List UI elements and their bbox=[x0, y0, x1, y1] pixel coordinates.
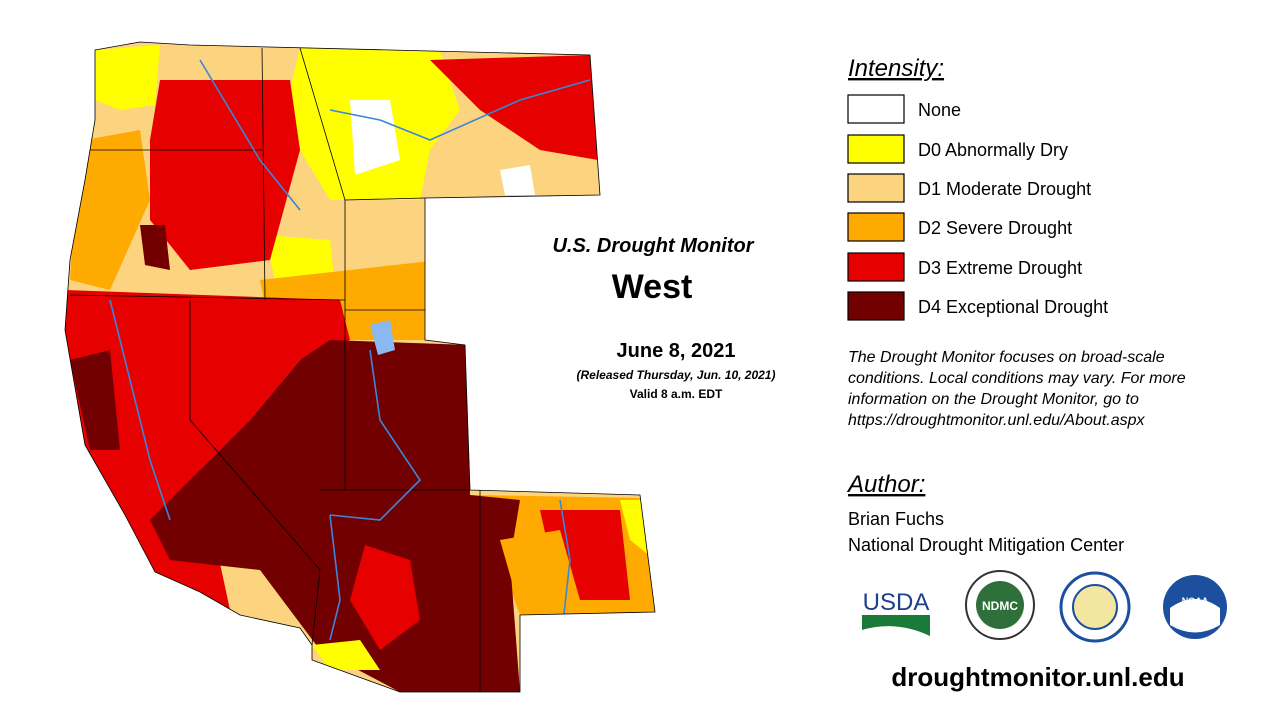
release-date: (Released Thursday, Jun. 10, 2021) bbox=[577, 368, 776, 382]
legend-label: D1 Moderate Drought bbox=[918, 179, 1091, 199]
legend-label: D0 Abnormally Dry bbox=[918, 140, 1068, 160]
logo-text: NDMC bbox=[982, 599, 1018, 613]
legend-label: D3 Extreme Drought bbox=[918, 258, 1082, 278]
map-outline bbox=[64, 41, 656, 693]
note-line: https://droughtmonitor.unl.edu/About.asp… bbox=[848, 412, 1145, 429]
note-line: The Drought Monitor focuses on broad-sca… bbox=[848, 349, 1165, 366]
author-name: Brian Fuchs bbox=[848, 509, 944, 529]
valid-time: Valid 8 a.m. EDT bbox=[630, 387, 723, 401]
site-url: droughtmonitor.unl.edu bbox=[891, 662, 1184, 692]
author-title: Author: bbox=[846, 471, 925, 498]
legend-swatch bbox=[847, 173, 905, 203]
legend-title: Intensity: bbox=[848, 55, 944, 82]
logos: USDA NDMC NOAA bbox=[862, 570, 1227, 643]
map-region: West bbox=[612, 268, 693, 306]
author-org: National Drought Mitigation Center bbox=[848, 535, 1124, 555]
legend: None D0 Abnormally Dry D1 Moderate Drought… bbox=[847, 94, 1108, 321]
map-title: U.S. Drought Monitor bbox=[552, 235, 754, 257]
legend-swatch bbox=[847, 212, 905, 242]
logo-text: NOAA bbox=[1182, 596, 1209, 606]
legend-swatch bbox=[847, 94, 905, 124]
legend-label: D4 Exceptional Drought bbox=[918, 297, 1108, 317]
note-line: information on the Drought Monitor, go t… bbox=[848, 391, 1139, 408]
drought-map bbox=[65, 42, 655, 692]
note-line: conditions. Local conditions may vary. F… bbox=[848, 370, 1186, 387]
legend-swatch bbox=[847, 252, 905, 282]
legend-swatch bbox=[847, 291, 905, 321]
legend-label: D2 Severe Drought bbox=[918, 218, 1072, 238]
note: The Drought Monitor focuses on broad-sca… bbox=[848, 349, 1186, 429]
legend-label: None bbox=[918, 100, 961, 120]
map-date: June 8, 2021 bbox=[617, 340, 736, 362]
logo-text: USDA bbox=[863, 589, 930, 616]
legend-swatch bbox=[847, 134, 905, 164]
